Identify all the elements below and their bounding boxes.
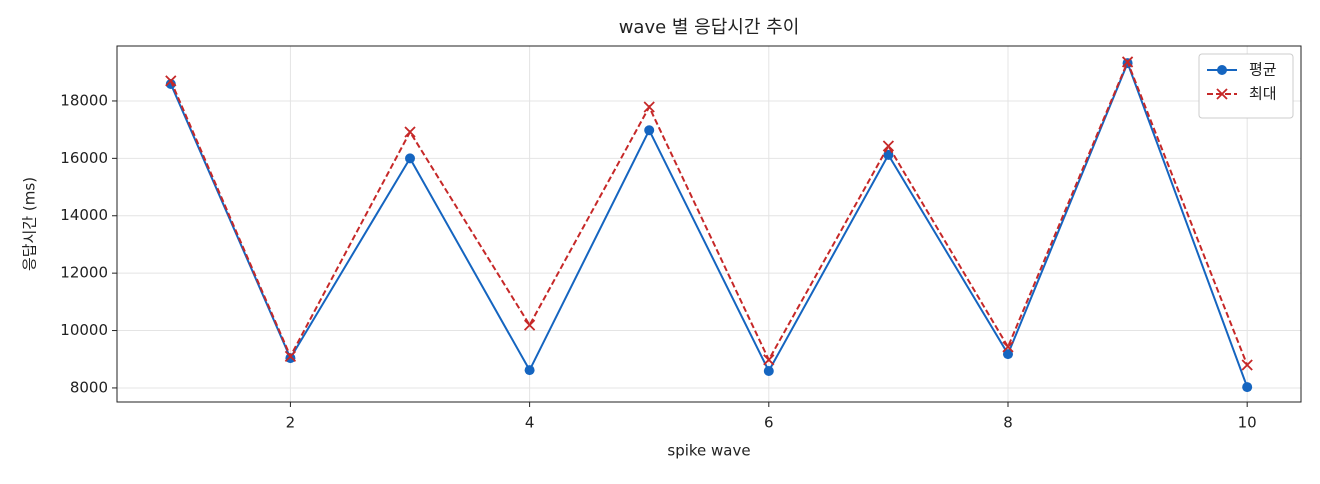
- marker: [1002, 349, 1013, 360]
- marker: [1242, 382, 1253, 393]
- x-tick-label: 10: [1238, 414, 1257, 432]
- y-axis-label: 응답시간 (ms): [21, 177, 39, 271]
- y-tick-label: 14000: [60, 206, 108, 224]
- marker: [405, 153, 416, 164]
- y-tick-label: 18000: [60, 91, 108, 109]
- marker: [523, 319, 536, 331]
- marker: [644, 125, 655, 136]
- legend-box: [1198, 53, 1294, 119]
- legend-marker: [1217, 65, 1227, 75]
- x-tick-label: 4: [525, 414, 535, 432]
- plot-frame: [116, 45, 1302, 403]
- marker: [882, 140, 895, 152]
- marker: [1241, 359, 1253, 371]
- x-tick-label: 2: [286, 414, 296, 432]
- marker: [524, 365, 535, 376]
- y-tick-label: 16000: [60, 149, 108, 167]
- marker: [1002, 341, 1014, 353]
- series-line: [169, 59, 1249, 366]
- marker: [1121, 56, 1134, 68]
- x-tick-label: 8: [1003, 414, 1013, 432]
- marker: [165, 79, 176, 90]
- y-tick-label: 8000: [70, 378, 108, 396]
- legend-marker: [1216, 88, 1228, 100]
- legend-label: 최대: [1249, 85, 1277, 103]
- legend-label: 평균: [1249, 61, 1277, 79]
- marker: [643, 101, 655, 113]
- marker: [763, 366, 774, 377]
- marker: [284, 350, 297, 363]
- x-tick-label: 6: [764, 414, 774, 432]
- y-tick-label: 12000: [60, 264, 108, 282]
- marker: [404, 126, 416, 138]
- series-line: [169, 60, 1249, 388]
- x-axis-label: spike wave: [667, 442, 750, 460]
- marker: [763, 354, 775, 366]
- chart-title: wave 별 응답시간 추이: [619, 17, 800, 38]
- marker: [165, 75, 177, 87]
- y-tick-label: 10000: [60, 321, 108, 339]
